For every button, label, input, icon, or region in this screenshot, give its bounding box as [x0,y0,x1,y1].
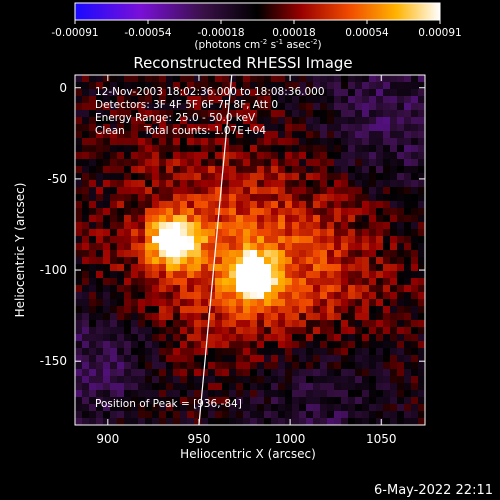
solar-limb-line [198,75,233,425]
x-tick-label: 1000 [275,432,306,446]
colorbar-tick-label: 0.00091 [418,27,461,39]
colorbar-tick-label: -0.00091 [51,27,98,39]
plot-area: 900 950 1000 1050 0 -50 -100 -150 [40,74,426,446]
x-tick-label: 900 [96,432,119,446]
y-tick-label: -50 [47,172,67,186]
annotation-time-range: 12-Nov-2003 18:02:36.000 to 18:08:36.000 [95,86,325,98]
y-tick-label: -150 [40,354,67,368]
chart-title: Reconstructed RHESSI Image [133,54,352,72]
annotations: 12-Nov-2003 18:02:36.000 to 18:08:36.000… [95,86,325,410]
heatmap-image [75,75,425,425]
y-axis-ticks: 0 -50 -100 -150 [40,81,425,368]
x-axis-label: Heliocentric X (arcsec) [180,447,316,461]
y-axis-label: Heliocentric Y (arcsec) [13,183,27,318]
x-axis-ticks: 900 950 1000 1050 [96,75,397,446]
annotation-detectors: Detectors: 3F 4F 5F 6F 7F 8F, Att 0 [95,99,278,111]
annotation-peak-position: Position of Peak = [936,-84] [95,398,242,410]
annotation-clean: Clean [95,125,125,137]
y-tick-label: -100 [40,263,67,277]
colorbar-ticks: -0.00091 -0.00054 -0.00018 0.00018 0.00054 0.… [51,20,462,39]
colorbar-tick-label: -0.00018 [197,27,244,39]
colorbar-tick-label: 0.00018 [272,27,315,39]
annotation-total-counts: Total counts: 1.07E+04 [143,125,266,137]
x-tick-label: 1050 [366,432,397,446]
y-tick-label: 0 [59,81,67,95]
annotation-energy-range: Energy Range: 25.0 - 50.0 keV [95,112,256,124]
colorbar-tick-label: 0.00054 [345,27,389,39]
colorbar-tick-label: -0.00054 [124,27,172,39]
colorbar-gradient [74,2,441,21]
colorbar-unit-label: (photons cm-2 s-1 asec-2) [194,38,321,51]
colorbar: -0.00091 -0.00054 -0.00018 0.00018 0.00054 0.… [51,2,462,51]
x-tick-label: 950 [188,432,211,446]
footer-timestamp: 6-May-2022 22:11 [374,483,493,498]
plot-frame [74,74,426,426]
